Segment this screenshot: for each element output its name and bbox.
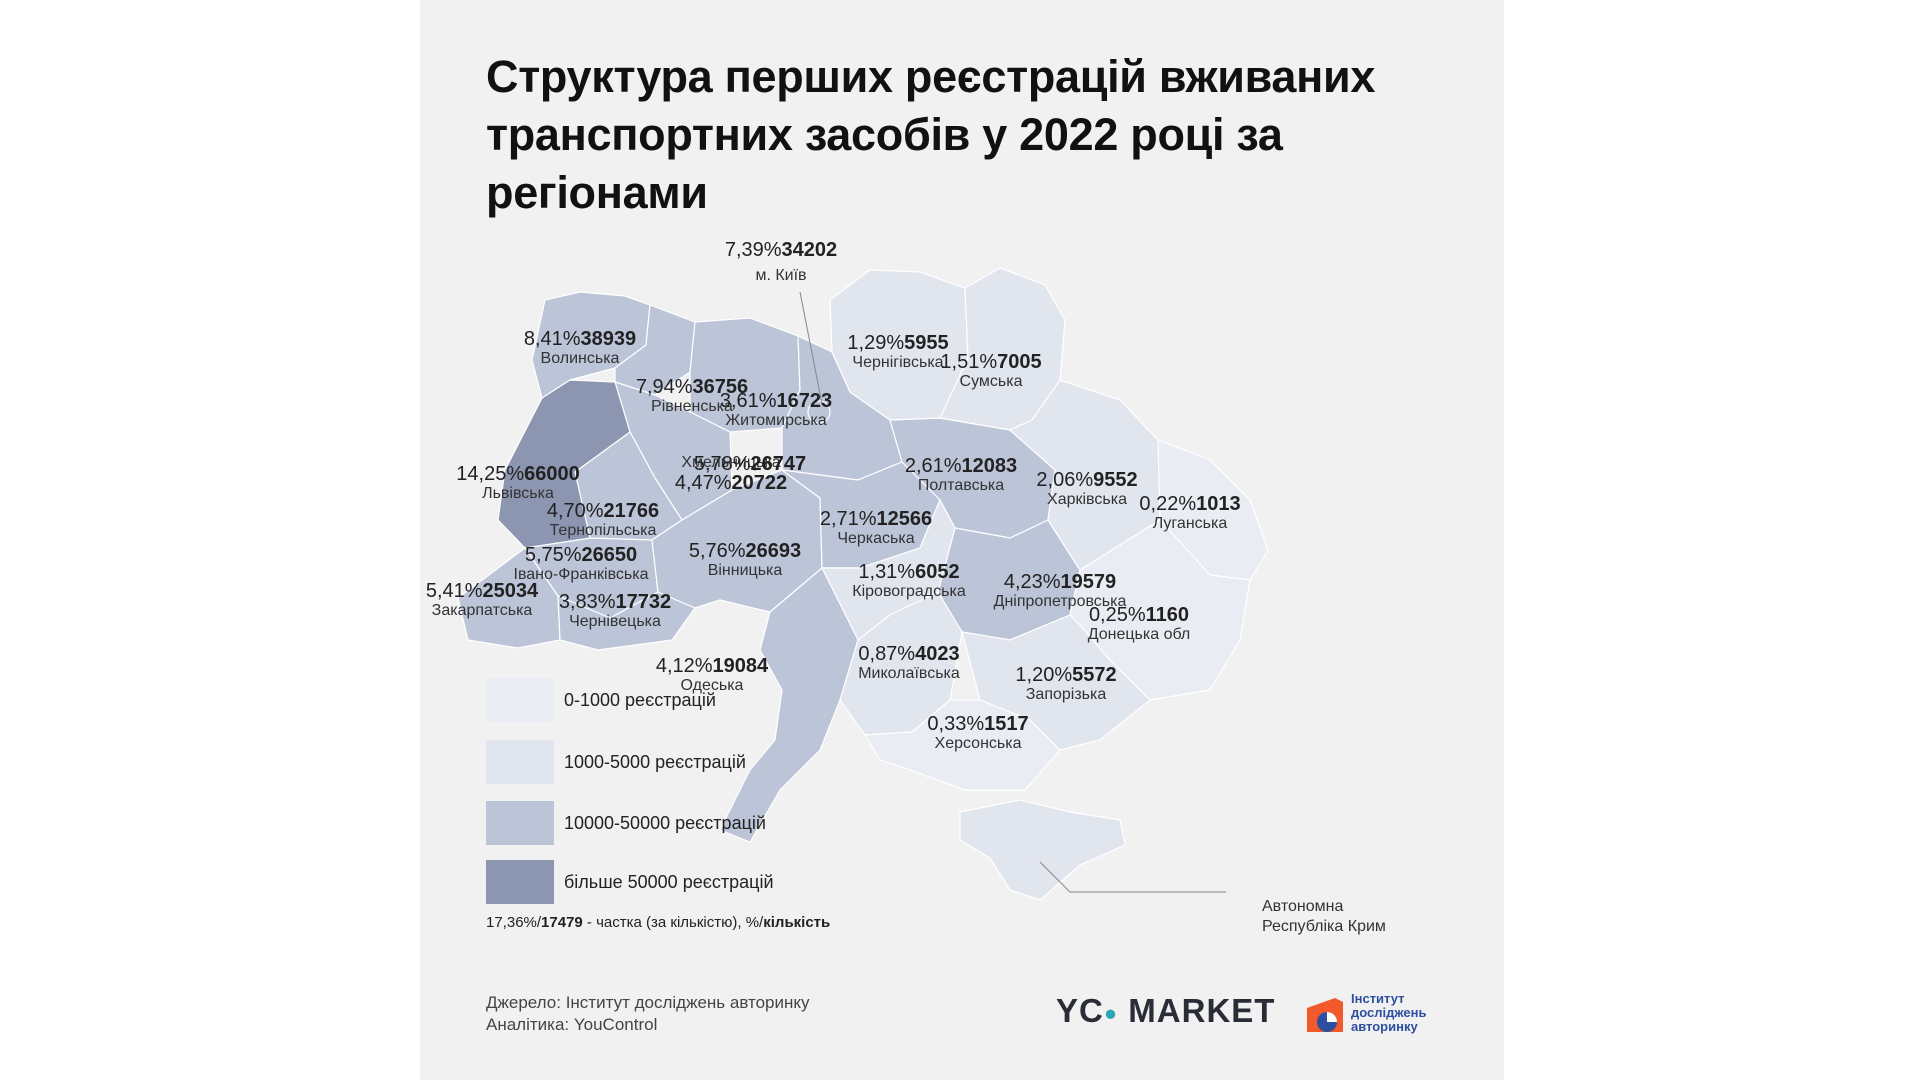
yc-market-logo: YC● MARKET: [1056, 992, 1276, 1029]
iar-logo: Інститут досліджень авторинку: [1305, 990, 1445, 1040]
legend-swatch: [486, 740, 554, 784]
label-vinnytska: 5,76%26693 Вінницька: [688, 540, 802, 579]
region-chernivetska: [557, 591, 696, 651]
label-donetska: 0,25%1160 Донецька обл: [1087, 604, 1191, 643]
legend-label: 0-1000 реєстрацій: [564, 690, 716, 710]
label-kirovohradska: 1,31%6052 Кіровоградська: [852, 561, 966, 600]
label-chernihivska: 1,29%5955 Чернігівська: [847, 332, 949, 371]
region-donetska: [1069, 519, 1251, 701]
source-line: Джерело: Інститут досліджень авторинку: [486, 993, 810, 1012]
label-odeska: 4,12%19084 Одеська: [655, 655, 769, 694]
label-luhanska: 0,22%1013 Луганська: [1139, 493, 1241, 532]
crimea-leader-line: [1039, 861, 1226, 893]
crimea-label: Автономна Республіка Крим: [1262, 898, 1386, 935]
legend-item-0-1000: 0-1000 реєстрацій: [486, 678, 986, 722]
label-ivano-frankivska: 5,75%26650 Івано-Франківська: [513, 544, 649, 583]
label-chernivetska: 3,83%17732 Чернівецька: [558, 591, 672, 630]
label-khersonska: 0,33%1517 Херсонська: [927, 713, 1029, 752]
label-sumska: 1,51%7005 Сумська: [940, 351, 1042, 390]
legend-item-10000-50000: 10000-50000 реєстрацій: [486, 801, 986, 845]
label-rivnenska: 7,94%36756 Рівненська: [635, 376, 749, 415]
label-zakarpatska: 5,41%25034 Закарпатська: [425, 580, 539, 619]
label-kyiv-city: 7,39%34202 м. Київ: [724, 239, 838, 284]
label-khmelnytska: Хмельницька 4,47%20722: [674, 454, 788, 494]
legend-label: більше 50000 реєстрацій: [564, 872, 774, 892]
label-kyivska: 5,78%26747: [693, 453, 807, 475]
analytics-line: Аналітика: YouControl: [486, 1015, 658, 1034]
logo-dot-icon: ●: [1103, 1000, 1119, 1026]
legend-label: 1000-5000 реєстрацій: [564, 752, 746, 772]
ukraine-map: [457, 267, 1269, 901]
legend-item-1000-5000: 1000-5000 реєстрацій: [486, 740, 986, 784]
iar-logo-text: Інститут досліджень авторинку: [1351, 991, 1427, 1034]
source-credits: Джерело: Інститут досліджень авторинку А…: [486, 992, 810, 1036]
label-volynska: 8,41%38939 Волинська: [523, 328, 637, 367]
legend-note: 17,36%/17479 - частка (за кількістю), %/…: [486, 914, 831, 931]
legend-swatch: [486, 801, 554, 845]
region-crimea: [959, 799, 1126, 901]
iar-logo-icon: [1307, 998, 1343, 1032]
infographic-card: Структура перших реєстрацій вживаних тра…: [420, 0, 1504, 1080]
label-ternopilska: 4,70%21766 Тернопільська: [546, 500, 660, 539]
label-kharkivska: 2,06%9552 Харківська: [1036, 469, 1138, 508]
page-title: Структура перших реєстрацій вживаних тра…: [486, 51, 1376, 218]
label-lvivska: 14,25%66000 Львівська: [456, 463, 580, 502]
label-zaporizka: 1,20%5572 Запорізька: [1015, 664, 1117, 703]
label-cherkaska: 2,71%12566 Черкаська: [819, 508, 933, 547]
kyiv-leader-line: [799, 291, 823, 405]
label-dnipropetrovska: 4,23%19579 Дніпропетровська: [993, 571, 1127, 610]
label-mykolaivska: 0,87%4023 Миколаївська: [858, 643, 960, 682]
legend-label: 10000-50000 реєстрацій: [564, 813, 766, 833]
legend-swatch: [486, 860, 554, 904]
legend-item-50000-plus: більше 50000 реєстрацій: [486, 860, 986, 904]
legend-swatch: [486, 678, 554, 722]
label-zhytomyrska: 3,61%16723 Житомирська: [719, 390, 833, 429]
label-poltavska: 2,61%12083 Полтавська: [904, 455, 1018, 494]
region-khersonska: [864, 699, 1061, 791]
region-lvivska: [497, 379, 631, 549]
region-kyiv-city: [807, 400, 831, 424]
